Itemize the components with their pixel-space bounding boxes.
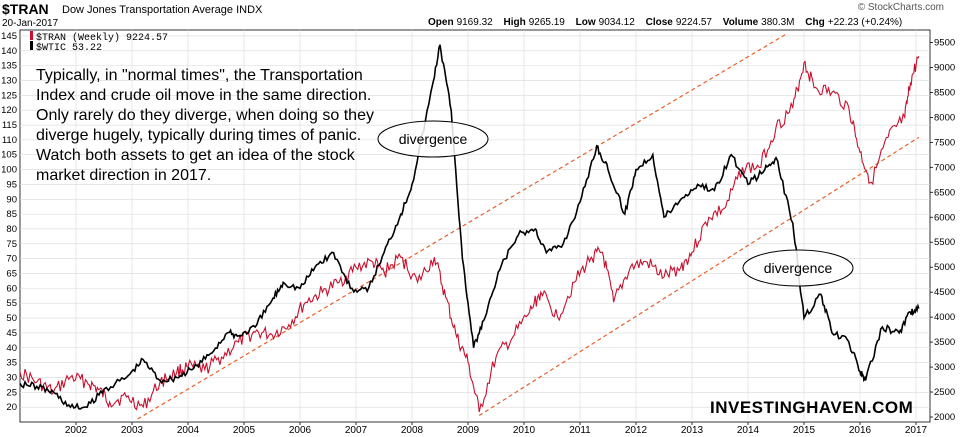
legend-wtic-label: $WTIC 53.22 xyxy=(36,43,103,54)
tran-series-line xyxy=(19,55,920,413)
left-tick-label: 90 xyxy=(6,194,17,205)
right-tick-label: 8000 xyxy=(934,112,955,123)
left-tick-label: 50 xyxy=(6,313,17,324)
legend-tran-swatch xyxy=(30,31,33,40)
right-tick-label: 3000 xyxy=(934,362,955,373)
x-tick-label: 2014 xyxy=(737,425,760,436)
chg-label: Chg xyxy=(805,17,825,28)
right-tick-label: 9000 xyxy=(934,62,955,73)
x-tick-label: 2005 xyxy=(233,425,256,436)
left-tick-label: 60 xyxy=(6,283,17,294)
right-tick-label: 2500 xyxy=(934,387,955,398)
x-tick-label: 2010 xyxy=(513,425,536,436)
legend-tran-label: $TRAN (Weekly) 9224.57 xyxy=(36,33,169,44)
x-tick-label: 2012 xyxy=(625,425,648,436)
divergence-label-2: divergence xyxy=(764,260,833,276)
volume-value: 380.3M xyxy=(761,17,795,28)
x-tick-label: 2013 xyxy=(681,425,704,436)
left-tick-label: 105 xyxy=(1,150,17,161)
x-tick-label: 2007 xyxy=(345,425,368,436)
wtic-series-line xyxy=(19,44,920,410)
x-tick-label: 2016 xyxy=(849,425,872,436)
divergence-ellipse-1 xyxy=(377,120,489,158)
divergence-ellipse-2 xyxy=(742,249,854,287)
symbol-description: Dow Jones Transportation Average INDX xyxy=(62,4,263,16)
right-tick-label: 8500 xyxy=(934,87,955,98)
right-tick-label: 6500 xyxy=(934,187,955,198)
volume-label: Volume xyxy=(722,17,759,28)
open-value: 9169.32 xyxy=(456,17,493,28)
left-tick-label: 130 xyxy=(1,75,17,86)
right-tick-label: 7000 xyxy=(934,162,955,173)
left-tick-label: 135 xyxy=(1,61,17,72)
left-tick-label: 65 xyxy=(6,269,17,280)
brand-watermark: INVESTINGHAVEN.COM xyxy=(710,398,914,417)
left-tick-label: 115 xyxy=(2,120,17,131)
left-tick-label: 55 xyxy=(6,298,17,309)
chart-date: 20-Jan-2017 xyxy=(2,18,59,29)
ohlc-readout: Open 9169.32 High 9265.19 Low 9034.12 Close… xyxy=(428,17,910,28)
x-tick-label: 2006 xyxy=(289,425,312,436)
symbol-label: $TRAN xyxy=(2,1,49,17)
high-label: High xyxy=(503,17,526,28)
right-tick-label: 3500 xyxy=(934,337,955,348)
left-tick-label: 70 xyxy=(6,254,17,265)
high-value: 9265.19 xyxy=(528,17,565,28)
left-tick-label: 125 xyxy=(1,90,17,101)
left-tick-label: 120 xyxy=(1,105,17,116)
annotation-text: Typically, in "normal times", the Transp… xyxy=(36,67,374,184)
right-tick-label: 4500 xyxy=(934,287,955,298)
left-tick-label: 95 xyxy=(6,179,17,190)
chart-header: $TRAN Dow Jones Transportation Average I… xyxy=(0,0,962,30)
left-tick-label: 80 xyxy=(6,224,17,235)
channel-line-2 xyxy=(478,136,920,417)
right-tick-label: 2000 xyxy=(934,412,955,423)
legend-tran: $TRAN (Weekly) 9224.57 xyxy=(30,31,168,44)
left-tick-label: 40 xyxy=(6,343,17,354)
right-tick-label: 7500 xyxy=(934,137,955,148)
close-value: 9224.57 xyxy=(675,17,712,28)
right-tick-label: 5500 xyxy=(934,237,955,248)
copyright-label: © StockCharts.com xyxy=(857,2,944,13)
right-tick-label: 6000 xyxy=(934,212,955,223)
right-tick-label: 4000 xyxy=(934,312,955,323)
x-tick-label: 2017 xyxy=(905,425,928,436)
x-tick-label: 2003 xyxy=(121,425,144,436)
x-tick-label: 2002 xyxy=(65,425,88,436)
left-tick-label: 45 xyxy=(6,328,17,339)
x-tick-label: 2004 xyxy=(177,425,200,436)
low-label: Low xyxy=(575,17,596,28)
left-tick-label: 145 xyxy=(1,31,17,42)
legend-wtic: $WTIC 53.22 xyxy=(30,41,102,54)
left-tick-label: 35 xyxy=(6,358,17,369)
left-tick-label: 25 xyxy=(6,387,17,398)
open-label: Open xyxy=(428,17,454,28)
left-tick-label: 30 xyxy=(6,372,17,383)
plot-frame xyxy=(19,29,931,423)
chg-value: +22.23 (+0.24%) xyxy=(827,17,903,28)
left-tick-label: 100 xyxy=(1,165,17,176)
low-value: 9034.12 xyxy=(598,17,635,28)
left-tick-label: 20 xyxy=(6,402,17,413)
right-tick-label: 9500 xyxy=(934,37,955,48)
close-label: Close xyxy=(645,17,673,28)
right-tick-label: 5000 xyxy=(934,262,955,273)
legend-wtic-swatch xyxy=(30,41,33,50)
x-tick-label: 2011 xyxy=(569,425,591,436)
left-tick-label: 140 xyxy=(1,46,17,57)
divergence-label-1: divergence xyxy=(399,131,468,147)
left-tick-label: 110 xyxy=(2,135,17,146)
x-tick-label: 2015 xyxy=(793,425,816,436)
x-tick-label: 2009 xyxy=(457,425,480,436)
x-tick-label: 2008 xyxy=(401,425,424,436)
left-tick-label: 85 xyxy=(6,209,17,220)
left-tick-label: 75 xyxy=(6,239,17,250)
